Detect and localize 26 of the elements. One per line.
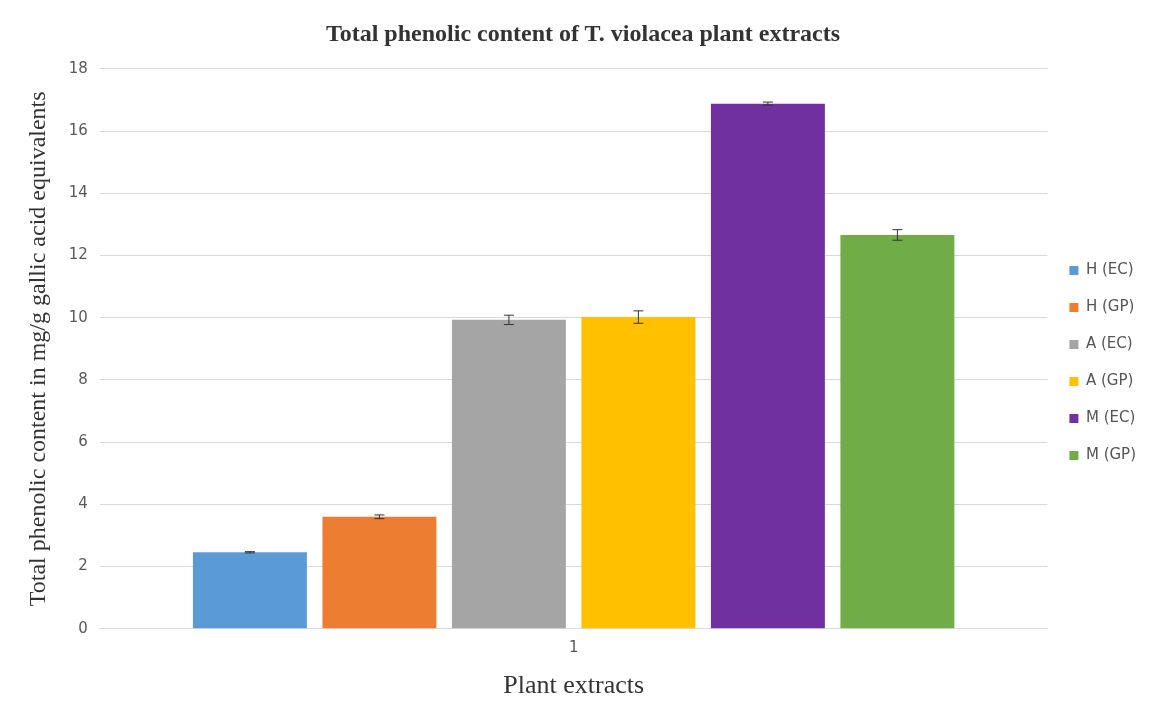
y-tick-label: 16 [68, 120, 88, 139]
y-tick-label: 12 [68, 245, 88, 264]
y-tick-label: 4 [78, 494, 88, 513]
legend-label: A (EC) [1085, 334, 1133, 353]
legend-label: H (EC) [1085, 260, 1134, 279]
y-tick-label: 14 [68, 183, 88, 202]
y-tick-label: 8 [78, 369, 88, 388]
bar [710, 103, 825, 629]
y-axis-title: Total phenolic content in mg/g gallic acid equivalents [23, 91, 50, 607]
chart-title: Total phenolic content of T. violacea plant extracts [325, 19, 841, 46]
y-tick-label: 18 [68, 58, 88, 77]
y-tick-label: 6 [78, 432, 88, 451]
y-tick-label: 0 [78, 618, 88, 637]
bar [581, 317, 696, 629]
y-tick-label: 10 [68, 307, 88, 326]
bar [451, 319, 566, 629]
bar [840, 234, 955, 629]
y-tick-label: 2 [78, 556, 88, 575]
legend-label: M (GP) [1085, 445, 1137, 464]
legend-label: M (EC) [1085, 408, 1136, 427]
bar [192, 552, 307, 629]
legend-label: H (GP) [1085, 297, 1135, 316]
x-tick-label: 1 [568, 637, 579, 656]
legend-label: A (GP) [1085, 371, 1134, 390]
x-axis-title: Plant extracts [503, 670, 645, 700]
bar [322, 516, 437, 629]
